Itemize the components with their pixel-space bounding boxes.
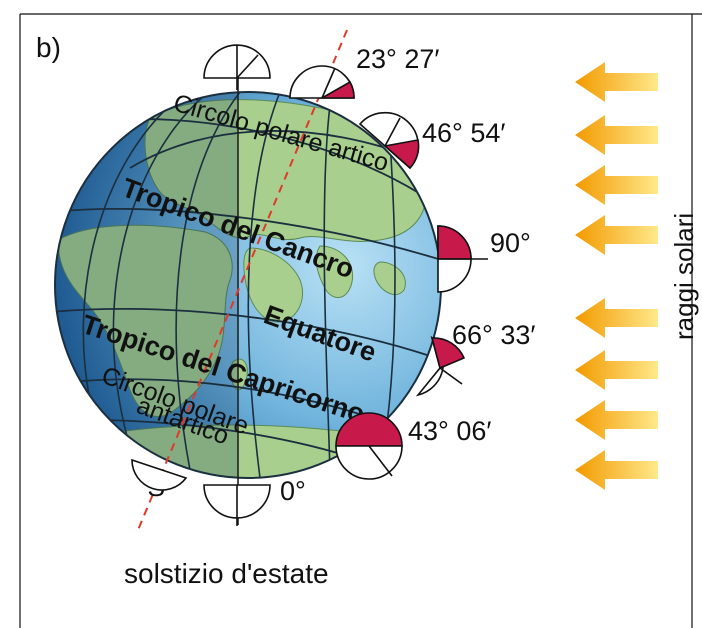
sun-angle-dial-3	[437, 225, 488, 293]
sun-ray-arrow-2	[575, 115, 658, 155]
meridians	[82, 92, 396, 478]
earth-axis	[137, 29, 348, 531]
caption: solstizio d'estate	[124, 558, 329, 589]
globe	[54, 91, 442, 479]
angle-label-4: 66° 33′	[452, 320, 535, 350]
angle-label-5: 43° 06′	[408, 416, 491, 446]
angle-label-3: 90°	[490, 228, 531, 258]
angle-label-6: 0°	[280, 476, 306, 506]
sun-ray-arrow-8	[575, 450, 658, 490]
angle-label-1: 23° 27′	[356, 44, 439, 74]
sun-ray-arrow-3	[575, 165, 658, 205]
sun-ray-arrow-6	[575, 350, 658, 390]
sun-ray-arrow-4	[575, 215, 658, 255]
sun-angle-dial-6	[131, 458, 271, 526]
sun-angle-dial-2	[358, 111, 420, 170]
angle-label-2: 46° 54′	[422, 118, 505, 148]
sun-ray-arrow-7	[575, 400, 658, 440]
sun-angle-dial-1	[289, 65, 355, 99]
sun-angle-dial-5	[335, 412, 403, 480]
continents	[57, 99, 427, 478]
parallels	[55, 118, 441, 461]
sun-angle-dial-4	[415, 335, 466, 397]
sun-ray-arrow-5	[575, 298, 658, 338]
sun-rays-label: raggi solari	[669, 213, 699, 340]
sun-rays	[575, 62, 658, 490]
sun-angle-dial-top	[203, 44, 271, 90]
panel-label: b)	[36, 32, 61, 63]
sun-ray-arrow-1	[575, 62, 658, 102]
